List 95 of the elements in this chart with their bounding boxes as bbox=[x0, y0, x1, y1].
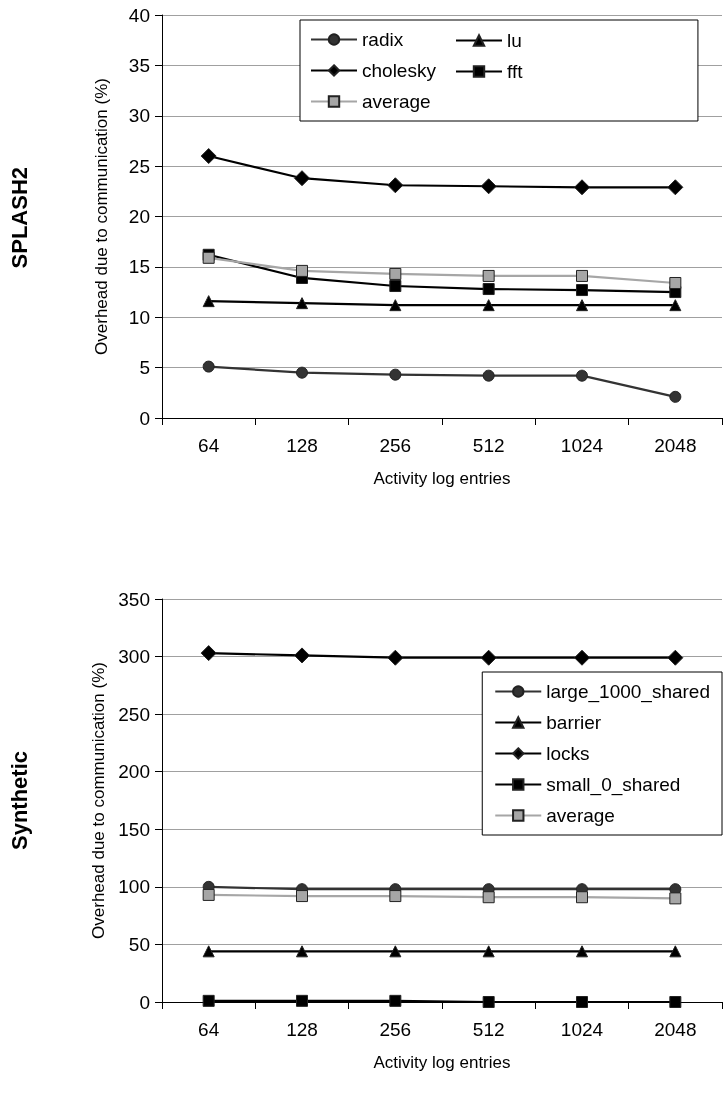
point bbox=[576, 284, 588, 297]
point bbox=[576, 299, 588, 312]
legend-label: lu bbox=[507, 30, 522, 51]
x-tick-label: 128 bbox=[286, 435, 318, 456]
x-tick-label: 64 bbox=[198, 435, 220, 456]
y-tick-label: 100 bbox=[118, 876, 150, 898]
y-tick-label: 0 bbox=[139, 407, 150, 429]
y-axis-title: Overhead due to communication (%) bbox=[89, 662, 109, 939]
y-tick-label: 5 bbox=[139, 357, 150, 379]
y-tick-label: 15 bbox=[128, 256, 150, 278]
legend-label: average bbox=[546, 805, 615, 826]
x-tick-label: 2048 bbox=[654, 1019, 697, 1040]
point bbox=[574, 179, 590, 196]
point bbox=[389, 368, 402, 381]
point bbox=[482, 369, 495, 382]
point bbox=[296, 890, 308, 903]
x-tick-label: 512 bbox=[472, 435, 505, 456]
point bbox=[669, 390, 682, 403]
x-axis-title: Activity log entries bbox=[373, 469, 511, 488]
point bbox=[389, 890, 402, 903]
point bbox=[389, 299, 402, 312]
point bbox=[667, 649, 684, 666]
point bbox=[294, 647, 310, 664]
y-axis-title: Overhead due to communication (%) bbox=[92, 78, 111, 355]
x-tick-label: 1024 bbox=[560, 1019, 604, 1040]
y-tick-label: 0 bbox=[139, 991, 150, 1013]
point bbox=[482, 945, 495, 958]
point bbox=[669, 892, 682, 905]
point bbox=[576, 269, 588, 282]
y-tick-label: 30 bbox=[128, 105, 150, 127]
x-tick-label: 512 bbox=[472, 1019, 505, 1040]
point bbox=[669, 996, 682, 1008]
point bbox=[296, 994, 308, 1007]
y-tick-label: 20 bbox=[128, 206, 150, 227]
point bbox=[480, 178, 497, 195]
point bbox=[296, 945, 308, 958]
legend-label: average bbox=[362, 91, 431, 112]
y-tick-label: 50 bbox=[128, 933, 150, 955]
y-tick-label: 300 bbox=[118, 646, 150, 668]
x-tick-label: 1024 bbox=[560, 435, 604, 456]
point bbox=[482, 283, 495, 296]
x-tick-label: 64 bbox=[198, 1019, 220, 1040]
point bbox=[480, 649, 497, 666]
point bbox=[389, 267, 402, 280]
legend-label: locks bbox=[546, 743, 590, 764]
point bbox=[202, 360, 215, 373]
legend-label: fft bbox=[507, 61, 524, 82]
point bbox=[574, 649, 590, 666]
point bbox=[576, 945, 588, 958]
point bbox=[296, 297, 308, 310]
point bbox=[576, 996, 588, 1008]
legend-label: cholesky bbox=[362, 60, 437, 81]
legend-label: radix bbox=[362, 29, 404, 50]
x-tick-label: 256 bbox=[379, 1019, 412, 1040]
y-tick-label: 350 bbox=[118, 588, 150, 610]
point bbox=[482, 996, 495, 1008]
point bbox=[387, 649, 404, 666]
legend-label: barrier bbox=[546, 712, 602, 733]
point bbox=[200, 148, 217, 165]
point bbox=[669, 276, 682, 289]
point bbox=[667, 179, 684, 196]
y-tick-label: 250 bbox=[118, 703, 150, 725]
point bbox=[202, 295, 215, 308]
x-tick-label: 2048 bbox=[654, 435, 697, 456]
x-tick-label: 128 bbox=[286, 1019, 318, 1040]
point bbox=[202, 888, 215, 901]
point bbox=[294, 170, 310, 187]
point bbox=[576, 891, 588, 904]
y-tick-label: 150 bbox=[118, 818, 150, 840]
text: SPLASH2 bbox=[6, 166, 32, 269]
point bbox=[482, 891, 495, 904]
legend-label: small_0_shared bbox=[546, 774, 681, 796]
point bbox=[669, 299, 682, 312]
point bbox=[482, 299, 495, 312]
point bbox=[389, 994, 402, 1007]
point bbox=[387, 177, 404, 194]
point bbox=[202, 945, 215, 958]
y-tick-label: 35 bbox=[128, 54, 150, 76]
y-tick-label: 200 bbox=[118, 761, 150, 783]
y-tick-label: 40 bbox=[128, 4, 150, 26]
point bbox=[296, 264, 308, 277]
point bbox=[576, 369, 588, 382]
point bbox=[202, 994, 215, 1007]
x-tick-label: 256 bbox=[379, 435, 412, 456]
y-tick-label: 25 bbox=[128, 155, 150, 177]
point bbox=[200, 645, 217, 662]
text: Synthetic bbox=[6, 750, 32, 851]
point bbox=[389, 280, 402, 293]
x-axis-title: Activity log entries bbox=[373, 1053, 511, 1072]
legend-label: large_1000_shared bbox=[546, 681, 710, 703]
y-tick-label: 10 bbox=[128, 306, 150, 328]
point bbox=[296, 366, 308, 379]
point bbox=[389, 945, 402, 958]
point bbox=[669, 945, 682, 958]
point bbox=[482, 269, 495, 282]
